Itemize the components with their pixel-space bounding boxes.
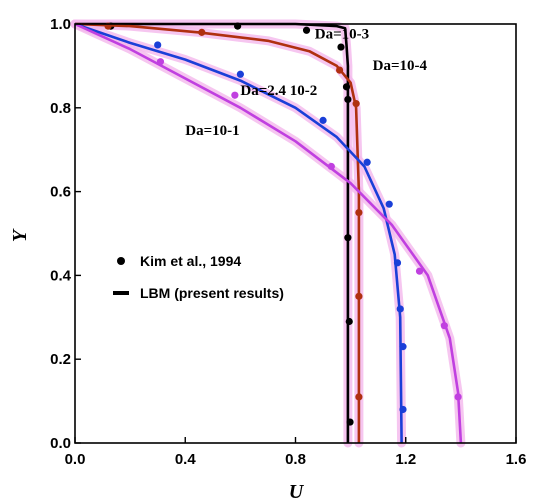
y-tick-label-4: 0.8 [50, 100, 71, 117]
series-point-da-2-4-10-2-2 [319, 116, 327, 124]
annotation-da-10-3: Da=10-3 [315, 27, 369, 43]
series-point-da-10-1-0 [156, 58, 165, 66]
x-tick-label-2: 0.8 [285, 451, 306, 468]
y-tick-label-3: 0.6 [50, 184, 71, 201]
annotation-da-2-4-10-2: Da=2.4 10-2 [240, 83, 317, 99]
series-layer [70, 19, 466, 448]
series-point-da-10-4-4 [342, 83, 351, 91]
series-point-da-2-4-10-2-4 [385, 200, 393, 208]
series-point-da-2-4-10-2-7 [399, 343, 407, 351]
y-tick-label-2: 0.4 [50, 267, 72, 284]
annotation-da-10-1: Da=10-1 [185, 123, 239, 139]
x-tick-label-3: 1.2 [395, 451, 416, 468]
x-tick-label-0: 0.0 [65, 451, 86, 468]
series-point-da-2-4-10-2-0 [154, 41, 162, 49]
x-axis-title: U [289, 481, 305, 503]
ticks-layer: 0.0 0.4 0.8 1.2 1.6 0.0 0.2 0.4 0.6 0.8 1.0 [50, 16, 526, 468]
series-point-da-10-3-6 [355, 393, 363, 401]
series-point-da-10-3-2 [336, 66, 344, 74]
x-tick-label-4: 1.6 [506, 451, 527, 468]
series-point-da-10-4-2 [302, 26, 311, 34]
series-point-da-10-1-4 [440, 322, 448, 330]
series-point-da-2-4-10-2-6 [396, 305, 404, 313]
series-point-da-10-4-3 [337, 43, 345, 51]
series-point-da-10-1-1 [231, 91, 239, 99]
series-point-da-10-1-5 [454, 393, 462, 401]
annotation-layer: Da=10-3Da=10-4 Da=2.4 10-2 Da=10-1 [185, 27, 427, 139]
y-tick-label-0: 0.0 [50, 435, 71, 452]
x-tick-label-1: 0.4 [175, 451, 197, 468]
y-axis-title: Y [9, 228, 31, 242]
legend-label-lbm: LBM (present results) [140, 285, 284, 301]
legend-marker-dot [117, 257, 125, 265]
series-point-da-10-4-5 [344, 95, 352, 104]
series-point-da-10-4-6 [344, 234, 352, 242]
legend-label-kim: Kim et al., 1994 [140, 253, 241, 269]
series-point-da-10-4-8 [346, 418, 354, 426]
series-point-da-2-4-10-2-8 [399, 405, 407, 414]
series-point-da-10-1-3 [415, 267, 424, 275]
series-line-da-10-3 [74, 22, 361, 443]
y-tick-label-1: 0.2 [50, 351, 71, 368]
series-point-da-10-1-2 [327, 162, 335, 171]
series-point-da-2-4-10-2-1 [236, 70, 244, 78]
series-point-da-10-3-1 [198, 28, 206, 36]
annotation-da-10-4: Da=10-4 [373, 58, 428, 74]
series-line-da-2-4-10-2 [74, 22, 403, 444]
series-point-da-10-3-5 [355, 292, 363, 300]
series-point-da-10-4-7 [345, 317, 353, 326]
series-point-da-10-3-4 [355, 208, 363, 217]
series-line-da-10-1 [74, 22, 463, 444]
series-point-da-10-3-3 [352, 100, 360, 108]
series-point-da-2-4-10-2-5 [393, 259, 402, 267]
legend: Kim et al., 1994 LBM (present results) [113, 253, 284, 301]
y-tick-label-5: 1.0 [50, 16, 71, 33]
series-point-da-2-4-10-2-3 [363, 158, 371, 166]
